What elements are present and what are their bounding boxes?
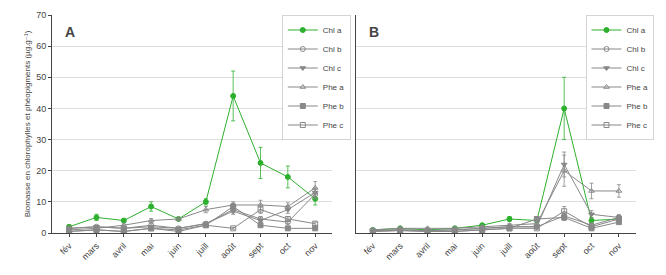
svg-text:Phe a: Phe a (627, 83, 648, 92)
svg-text:sept: sept (550, 240, 569, 259)
svg-text:mars: mars (80, 240, 102, 262)
svg-text:fév: fév (362, 240, 378, 256)
svg-text:A: A (65, 24, 75, 40)
svg-text:mars: mars (384, 240, 406, 262)
svg-text:30: 30 (36, 135, 46, 145)
svg-text:10: 10 (36, 197, 46, 207)
svg-text:70: 70 (36, 10, 46, 20)
svg-text:avril: avril (413, 241, 432, 260)
svg-text:50: 50 (36, 72, 46, 82)
svg-text:Chl c: Chl c (323, 64, 341, 73)
svg-text:0: 0 (41, 228, 46, 238)
svg-text:nov: nov (606, 240, 624, 258)
svg-text:Phe c: Phe c (323, 121, 343, 130)
svg-text:juin: juin (165, 241, 183, 259)
svg-text:août: août (218, 240, 238, 260)
svg-text:août: août (522, 240, 542, 260)
svg-text:Chl b: Chl b (627, 45, 646, 54)
svg-text:Chl a: Chl a (627, 26, 646, 35)
svg-text:Chl c: Chl c (627, 64, 645, 73)
svg-text:juill: juill (497, 241, 514, 258)
svg-text:Chl a: Chl a (323, 26, 342, 35)
svg-text:Biomasse en chlorophylles et p: Biomasse en chlorophylles et phéopigment… (23, 30, 32, 217)
svg-text:mai: mai (442, 241, 459, 258)
svg-text:Phe b: Phe b (627, 102, 648, 111)
svg-text:oct: oct (277, 240, 293, 256)
svg-text:B: B (369, 24, 379, 40)
svg-text:20: 20 (36, 166, 46, 176)
svg-text:avril: avril (110, 241, 129, 260)
svg-text:juin: juin (469, 241, 487, 259)
svg-text:60: 60 (36, 41, 46, 51)
svg-text:Chl b: Chl b (323, 45, 342, 54)
svg-text:juill: juill (193, 241, 210, 258)
svg-text:oct: oct (581, 240, 597, 256)
svg-text:sept: sept (246, 240, 265, 259)
svg-text:mai: mai (138, 241, 155, 258)
svg-text:Phe c: Phe c (627, 121, 647, 130)
svg-text:Phe a: Phe a (323, 83, 344, 92)
svg-text:fév: fév (58, 240, 74, 256)
svg-text:Phe b: Phe b (323, 102, 344, 111)
svg-text:nov: nov (302, 240, 320, 258)
svg-text:40: 40 (36, 104, 46, 114)
